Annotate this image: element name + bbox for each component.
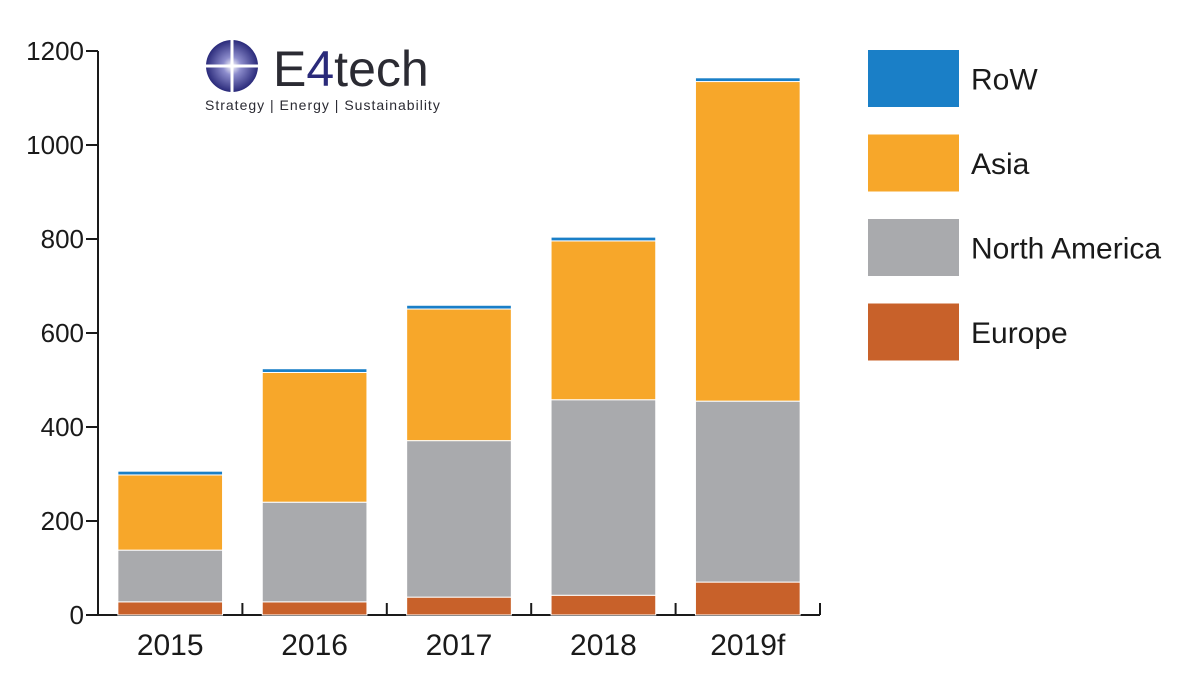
bar-segment-row-2015: [117, 470, 224, 476]
bar-segment-europe-2017: [406, 596, 512, 616]
legend-swatch-europe: [868, 303, 959, 361]
y-tick-label: 400: [41, 412, 84, 442]
x-tick-label: 2016: [281, 629, 348, 662]
bar-segment-asia-2017: [406, 308, 512, 442]
logo-wordmark: E4tech: [273, 41, 429, 97]
x-tick-label: 2018: [570, 629, 637, 662]
bar-segment-north-america-2017: [406, 440, 512, 598]
legend-label-asia: Asia: [971, 148, 1030, 181]
logo-globe-icon: [206, 40, 258, 92]
y-tick-label: 0: [70, 600, 84, 630]
bar-segment-asia-2018: [550, 240, 657, 401]
bar-segment-europe-2019f: [694, 581, 801, 616]
legend-swatch-asia: [868, 134, 959, 192]
bar-segment-row-2016: [261, 368, 368, 373]
bar-segment-north-america-2016: [261, 501, 368, 603]
bar-segment-row-2018: [550, 236, 657, 242]
legend-swatch-row: [868, 50, 959, 107]
y-tick-label: 200: [41, 506, 84, 536]
x-tick-label: 2017: [426, 629, 493, 662]
bar-segment-row-2019f: [694, 77, 801, 83]
y-tick-label: 800: [41, 224, 84, 254]
bar-segment-north-america-2019f: [694, 400, 801, 583]
legend-label-north-america: North America: [971, 233, 1161, 266]
legend-swatch-north-america: [868, 219, 959, 276]
bar-segment-asia-2015: [117, 474, 224, 551]
legend-label-europe: Europe: [971, 317, 1068, 350]
y-tick-label: 1000: [26, 130, 84, 160]
bar-segment-europe-2015: [117, 601, 224, 616]
logo-tagline: Strategy | Energy | Sustainability: [205, 97, 441, 113]
bar-segment-asia-2016: [261, 371, 368, 503]
y-tick-label: 600: [41, 318, 84, 348]
bar-segment-europe-2018: [550, 594, 657, 616]
bar-segment-asia-2019f: [694, 81, 801, 402]
bar-segment-north-america-2018: [550, 399, 657, 596]
legend-label-row: RoW: [971, 64, 1038, 97]
x-tick-label: 2019f: [710, 629, 786, 662]
bar-segment-europe-2016: [261, 601, 368, 616]
bar-segment-north-america-2015: [117, 549, 224, 603]
y-tick-label: 1200: [26, 36, 84, 66]
bar-segment-row-2017: [406, 304, 512, 310]
x-tick-label: 2015: [137, 629, 204, 662]
e4tech-logo: E4tech Strategy | Energy | Sustainabilit…: [205, 40, 441, 113]
